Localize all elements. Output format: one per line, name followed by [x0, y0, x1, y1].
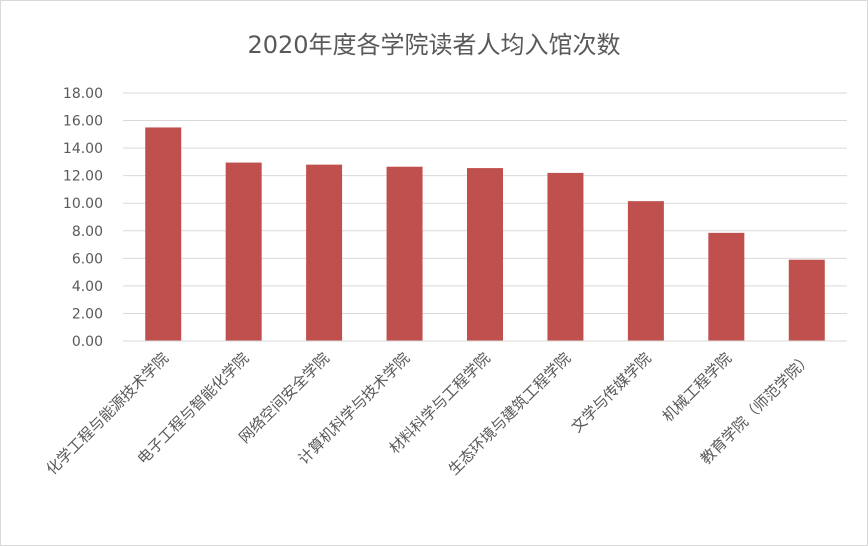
bar	[145, 127, 182, 341]
y-axis-ticks: 0.00 2.00 4.00 6.00 8.00 10.00 12.00 14.00 16.00…	[63, 86, 103, 350]
bar	[547, 172, 584, 341]
bar	[627, 201, 664, 341]
y-tick-label: 10.00	[63, 196, 103, 212]
y-tick-label: 6.00	[72, 251, 103, 267]
y-tick-label: 16.00	[63, 114, 103, 130]
y-tick-label: 0.00	[72, 334, 103, 350]
x-category-label: 文学与传媒学院	[568, 349, 655, 436]
bar	[306, 164, 343, 341]
bars	[145, 127, 825, 341]
bar	[386, 166, 423, 341]
x-axis-categories: 化学工程与能源技术学院电子工程与智能化学院网络空间安全学院计算机科学与技术学院材…	[43, 349, 816, 478]
chart-title: 2020年度各学院读者人均入馆次数	[247, 31, 620, 59]
y-tick-label: 14.00	[63, 141, 103, 157]
y-tick-label: 2.00	[72, 306, 103, 322]
bar	[225, 162, 262, 341]
y-tick-label: 4.00	[72, 279, 103, 295]
bar	[708, 232, 745, 341]
y-tick-label: 12.00	[63, 169, 103, 185]
y-tick-label: 8.00	[72, 224, 103, 240]
bar	[788, 259, 825, 341]
bar	[467, 168, 503, 341]
x-category-label: 机械工程学院	[659, 349, 735, 425]
y-tick-label: 18.00	[63, 86, 103, 102]
